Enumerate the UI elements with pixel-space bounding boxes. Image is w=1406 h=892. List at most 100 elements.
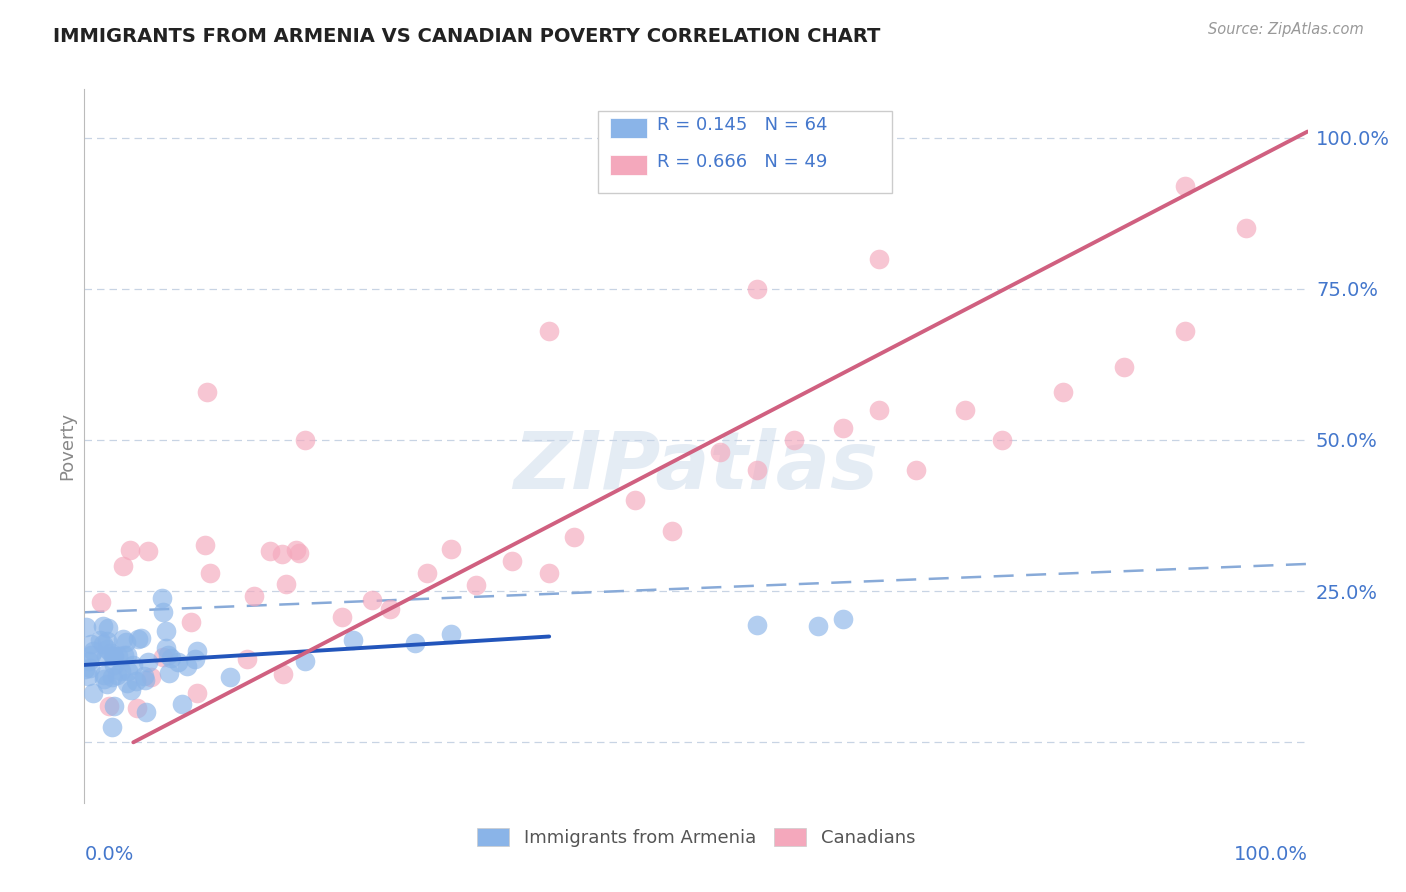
Point xyxy=(807,619,830,633)
Point xyxy=(118,543,141,558)
Point xyxy=(96,648,118,663)
Point xyxy=(195,384,218,399)
Point xyxy=(134,673,156,687)
Point xyxy=(79,661,101,675)
Point xyxy=(125,674,148,689)
Point xyxy=(115,676,138,690)
Point xyxy=(198,566,221,581)
Point xyxy=(93,673,115,687)
Point xyxy=(96,677,118,691)
Point xyxy=(77,655,100,669)
Point xyxy=(236,651,259,665)
Point xyxy=(243,590,266,604)
Point xyxy=(869,402,891,417)
Text: 100.0%: 100.0% xyxy=(1233,845,1308,863)
Point xyxy=(117,648,139,662)
Point xyxy=(284,543,307,558)
Point xyxy=(90,595,112,609)
Point xyxy=(112,559,135,574)
Point xyxy=(1236,221,1258,235)
Point xyxy=(129,631,152,645)
Point xyxy=(991,433,1014,447)
Point xyxy=(114,648,136,662)
Point xyxy=(125,701,148,715)
Point xyxy=(93,668,115,682)
Point xyxy=(112,632,135,647)
Point xyxy=(75,619,97,633)
Point xyxy=(157,666,180,681)
Text: Source: ZipAtlas.com: Source: ZipAtlas.com xyxy=(1208,22,1364,37)
Y-axis label: Poverty: Poverty xyxy=(58,412,76,480)
Point xyxy=(110,664,132,678)
Point xyxy=(77,669,100,683)
Point xyxy=(1174,324,1197,338)
Point xyxy=(105,668,128,682)
Point xyxy=(624,493,647,508)
Text: 0.0%: 0.0% xyxy=(84,845,134,863)
Point xyxy=(152,649,174,664)
Point xyxy=(101,720,124,734)
Point xyxy=(100,647,122,661)
Point xyxy=(132,669,155,683)
Point xyxy=(274,576,297,591)
Point xyxy=(869,252,891,266)
Point xyxy=(155,624,177,638)
Point xyxy=(96,641,118,656)
Point xyxy=(464,578,486,592)
Point xyxy=(953,402,976,417)
Point xyxy=(96,634,118,648)
Point xyxy=(155,640,177,655)
Point xyxy=(747,282,769,296)
Point xyxy=(176,659,198,673)
Point xyxy=(186,644,208,658)
Point xyxy=(831,421,853,435)
Point xyxy=(166,655,188,669)
Point xyxy=(103,699,125,714)
FancyBboxPatch shape xyxy=(610,118,647,137)
Point xyxy=(101,649,124,664)
Point xyxy=(135,705,157,719)
Point xyxy=(661,524,683,538)
Text: ZIPatlas: ZIPatlas xyxy=(513,428,879,507)
Point xyxy=(783,433,806,447)
Point xyxy=(709,445,731,459)
Point xyxy=(342,633,364,648)
Point xyxy=(747,463,769,477)
Point xyxy=(1052,384,1074,399)
Text: IMMIGRANTS FROM ARMENIA VS CANADIAN POVERTY CORRELATION CHART: IMMIGRANTS FROM ARMENIA VS CANADIAN POVE… xyxy=(53,27,880,45)
Point xyxy=(152,605,174,619)
Text: R = 0.666   N = 49: R = 0.666 N = 49 xyxy=(657,153,827,171)
Point xyxy=(271,548,294,562)
Point xyxy=(103,648,125,663)
Point xyxy=(259,543,281,558)
Point xyxy=(97,699,120,714)
Point xyxy=(136,543,159,558)
Point xyxy=(80,637,103,651)
Point xyxy=(562,530,585,544)
Point xyxy=(103,658,125,673)
Point xyxy=(80,648,103,662)
Point xyxy=(404,636,426,650)
Point xyxy=(115,634,138,648)
Point xyxy=(82,644,104,658)
Point xyxy=(141,670,163,684)
Point xyxy=(97,621,120,635)
Point xyxy=(150,591,173,605)
Point xyxy=(184,652,207,666)
Point xyxy=(294,654,316,668)
Point xyxy=(91,637,114,651)
Point xyxy=(747,618,769,632)
Point xyxy=(288,545,311,559)
Point xyxy=(121,657,143,672)
Point xyxy=(502,554,524,568)
Point xyxy=(91,619,114,633)
Point xyxy=(156,648,179,663)
Point xyxy=(107,648,129,663)
Point xyxy=(136,655,159,669)
Point xyxy=(1174,178,1197,193)
Point xyxy=(831,612,853,626)
Point xyxy=(172,697,194,711)
Point xyxy=(440,627,463,641)
Point xyxy=(905,463,928,477)
Point xyxy=(193,538,215,552)
